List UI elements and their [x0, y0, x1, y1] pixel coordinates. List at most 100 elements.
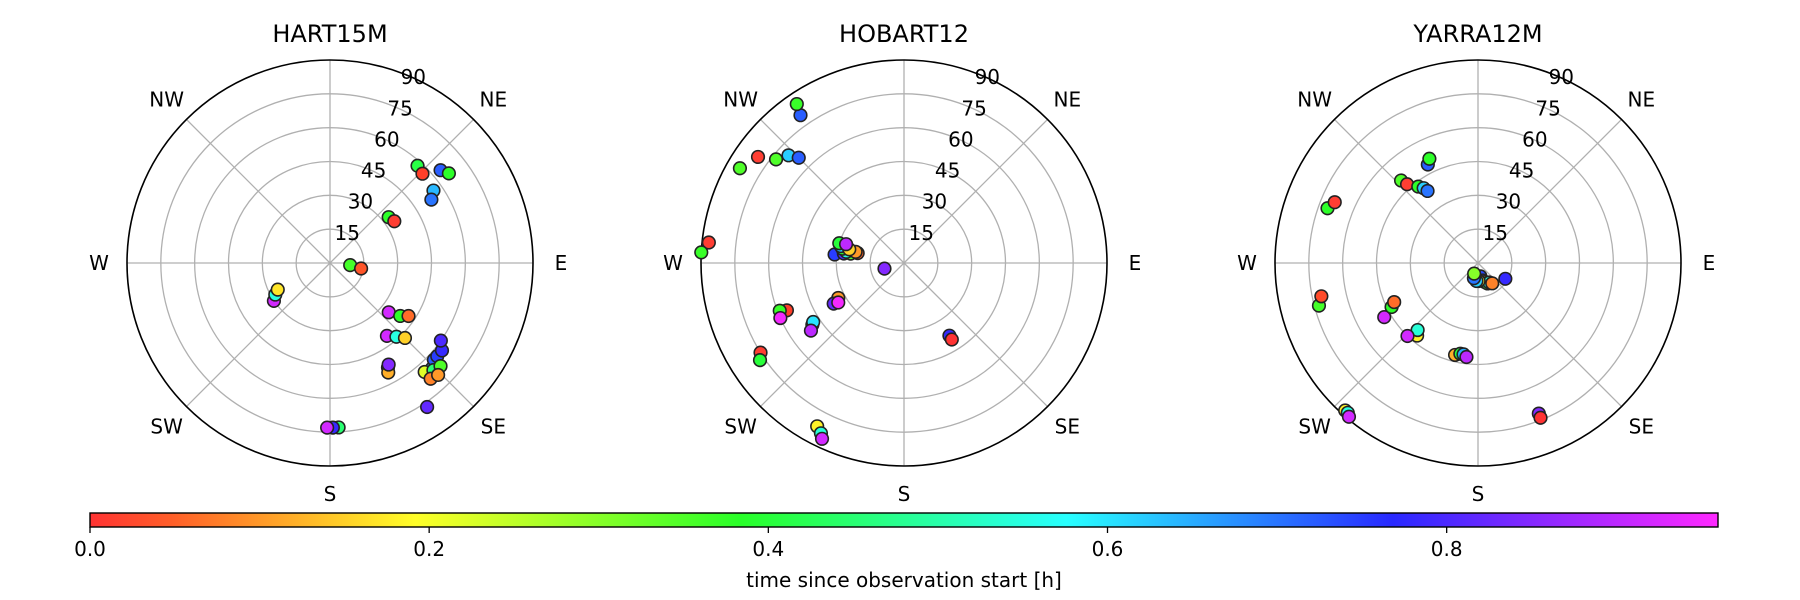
data-point: [1399, 177, 1415, 192]
data-point: [387, 214, 402, 229]
data-point: [1314, 289, 1329, 304]
grid-spoke: [1477, 118, 1623, 264]
data-point: [1485, 276, 1500, 291]
compass-label-se: SE: [1055, 414, 1080, 438]
compass-label-se: SE: [481, 414, 506, 438]
data-point: [701, 235, 716, 250]
data-point: [773, 310, 788, 326]
grid-spoke: [759, 118, 905, 264]
colorbar-tick-label: 0.0: [74, 537, 106, 561]
data-point: [1377, 310, 1392, 325]
data-point: [1400, 328, 1415, 344]
ring-label: 90: [1549, 65, 1574, 89]
data-point: [1327, 195, 1342, 210]
data-point: [944, 332, 959, 347]
grid-spoke: [329, 118, 475, 264]
data-point: [750, 149, 766, 165]
colorbar-tick-label: 0.8: [1431, 537, 1463, 561]
data-point: [424, 192, 439, 207]
compass-label-w: W: [1237, 251, 1257, 275]
data-point: [814, 431, 830, 446]
compass-label-s: S: [1472, 482, 1485, 506]
panel-title: YARRA12M: [1412, 20, 1542, 48]
data-point: [752, 353, 768, 368]
compass-label-w: W: [89, 251, 109, 275]
colorbar-tick-label: 0.6: [1092, 537, 1124, 561]
ring-label: 60: [1522, 127, 1547, 151]
compass-label-ne: NE: [480, 88, 508, 112]
data-point: [401, 308, 416, 324]
compass-label-e: E: [1129, 251, 1142, 275]
colorbar-gradient: [89, 512, 1719, 528]
data-point: [420, 399, 435, 415]
polar-frame: [1274, 59, 1682, 467]
ring-label: 90: [401, 65, 426, 89]
grid-spoke: [759, 262, 905, 408]
grid-spoke: [185, 118, 331, 264]
colorbar-tick-label: 0.2: [413, 537, 445, 561]
data-point: [877, 261, 892, 276]
ring-label: 30: [922, 190, 947, 214]
ring-label: 30: [348, 190, 373, 214]
data-point: [803, 323, 819, 338]
data-point: [789, 96, 804, 112]
polar-frame: [126, 59, 534, 467]
data-point: [431, 367, 446, 383]
data-point: [353, 261, 369, 276]
ring-label: 60: [948, 127, 973, 151]
data-point: [441, 166, 456, 181]
grid-spoke: [185, 262, 331, 408]
ring-label: 45: [361, 159, 386, 183]
data-point: [838, 237, 854, 252]
compass-label-sw: SW: [1298, 414, 1331, 438]
ring-label: 15: [908, 221, 933, 245]
data-point: [381, 305, 396, 320]
data-point: [381, 357, 396, 372]
compass-label-sw: SW: [150, 414, 183, 438]
ring-label: 90: [975, 65, 1000, 89]
colorbar-label: time since observation start [h]: [746, 568, 1062, 592]
data-point: [320, 420, 335, 435]
polar-panel-hart15m: HART15M 15 30 45 60 75 90 E NE NW W SW S SE: [89, 20, 567, 506]
ring-label: 75: [1535, 96, 1560, 120]
ring-label: 15: [334, 221, 359, 245]
data-point: [433, 333, 448, 348]
compass-label-s: S: [324, 482, 337, 506]
data-point: [768, 152, 784, 167]
data-point: [415, 166, 430, 181]
data-point: [1498, 271, 1513, 286]
ring-label: 75: [961, 96, 986, 120]
panel-title: HART15M: [272, 20, 387, 48]
ring-label: 15: [1482, 221, 1507, 245]
ring-label: 45: [935, 159, 960, 183]
compass-label-ne: NE: [1628, 88, 1656, 112]
ring-label: 75: [387, 96, 412, 120]
compass-label-se: SE: [1629, 414, 1654, 438]
ring-label: 30: [1496, 190, 1521, 214]
compass-label-e: E: [555, 251, 568, 275]
data-point: [397, 330, 413, 346]
panel-title: HOBART12: [839, 20, 969, 48]
data-point: [1420, 183, 1435, 199]
data-point: [270, 282, 285, 297]
compass-label-w: W: [663, 251, 683, 275]
polar-panel-yarra12m: YARRA12M 15 30 45 60 75 90 E NE NW W SW S SE: [1237, 20, 1715, 506]
data-point: [732, 161, 748, 176]
colorbar: time since observation start [h] 0.0 0.2 0…: [74, 512, 1719, 592]
data-point: [1387, 294, 1402, 310]
data-point: [1422, 151, 1437, 166]
compass-label-e: E: [1703, 251, 1716, 275]
grid-spoke: [903, 262, 1049, 408]
data-point: [1459, 349, 1474, 365]
compass-label-ne: NE: [1054, 88, 1082, 112]
ring-label: 45: [1509, 159, 1534, 183]
data-point: [1341, 409, 1357, 424]
data-point: [831, 295, 846, 310]
grid-spoke: [903, 118, 1049, 264]
data-point: [791, 150, 806, 165]
data-point: [694, 245, 709, 260]
data-point: [1533, 410, 1548, 425]
compass-label-sw: SW: [724, 414, 757, 438]
data-point: [1467, 266, 1482, 281]
